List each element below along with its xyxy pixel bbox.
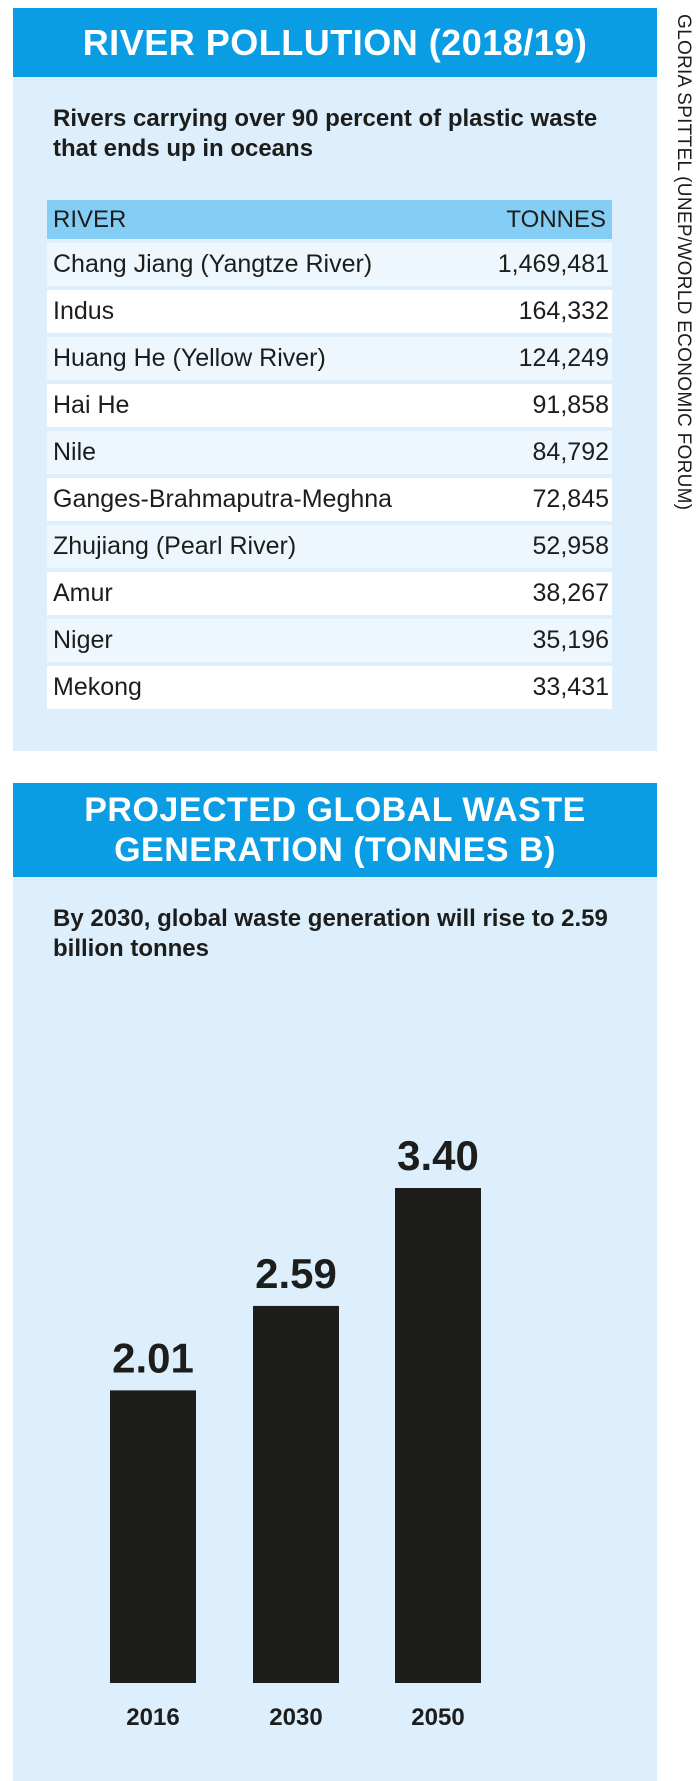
waste-generation-subtitle: By 2030, global waste generation will ri…: [53, 905, 608, 962]
table-row: Hai He 91,858: [47, 384, 612, 427]
x-tick-label: 2050: [411, 1704, 464, 1730]
river-name-cell: Niger: [53, 626, 113, 654]
river-name-cell: Mekong: [53, 673, 142, 701]
tonnes-cell: 91,858: [532, 391, 609, 419]
table-row: Nile 84,792: [47, 431, 612, 474]
river-pollution-subtitle: Rivers carrying over 90 percent of plast…: [53, 105, 598, 162]
column-header-river: RIVER: [53, 206, 127, 233]
river-name-cell: Zhujiang (Pearl River): [53, 532, 297, 560]
river-name-cell: Nile: [53, 438, 97, 466]
tonnes-cell: 164,332: [518, 297, 609, 325]
waste-bar-chart: 2.01 2016 2.59 2030 3.40 2050: [110, 1132, 481, 1730]
column-header-tonnes: TONNES: [506, 206, 606, 233]
bar-value-label: 2.59: [255, 1250, 337, 1297]
river-name-cell: Amur: [53, 579, 113, 607]
bar-value-label: 3.40: [397, 1132, 479, 1179]
river-pollution-header: RIVER POLLUTION (2018/19): [13, 8, 657, 77]
tonnes-cell: 1,469,481: [497, 250, 609, 278]
river-name-cell: Hai He: [53, 391, 130, 419]
river-pollution-title: RIVER POLLUTION (2018/19): [82, 22, 588, 63]
tonnes-cell: 38,267: [532, 579, 609, 607]
tonnes-cell: 52,958: [532, 532, 609, 560]
river-name-cell: Indus: [53, 297, 115, 325]
x-tick-label: 2016: [126, 1704, 179, 1730]
river-name-cell: Huang He (Yellow River): [53, 344, 326, 372]
waste-generation-title-line1: PROJECTED GLOBAL WASTE: [84, 791, 586, 829]
bar-2050: [395, 1188, 481, 1683]
table-row: Huang He (Yellow River) 124,249: [47, 337, 612, 380]
table-row: Indus 164,332: [47, 290, 612, 333]
bar-2030: [253, 1305, 339, 1683]
tonnes-cell: 72,845: [532, 485, 609, 513]
table-row: Niger 35,196: [47, 619, 612, 662]
x-tick-label: 2030: [269, 1704, 322, 1730]
river-name-cell: Ganges-Brahmaputra-Meghna: [53, 485, 393, 513]
table-body: Chang Jiang (Yangtze River) 1,469,481 Indu…: [47, 243, 612, 709]
table-header: RIVER TONNES: [47, 200, 612, 239]
tonnes-cell: 124,249: [518, 344, 609, 372]
table-row: Ganges-Brahmaputra-Meghna 72,845: [47, 478, 612, 521]
waste-generation-header: PROJECTED GLOBAL WASTE GENERATION (TONNE…: [13, 783, 657, 877]
bar-2016: [110, 1390, 196, 1683]
river-name-cell: Chang Jiang (Yangtze River): [53, 250, 373, 278]
table-row: Amur 38,267: [47, 572, 612, 615]
tonnes-cell: 35,196: [532, 626, 609, 654]
table-row: Mekong 33,431: [47, 666, 612, 709]
waste-generation-title-line2: GENERATION (TONNES B): [114, 831, 556, 869]
river-table: RIVER TONNES Chang Jiang (Yangtze River)…: [47, 200, 612, 713]
photo-credit: GLORIA SPITTEL (UNEP/WORLD ECONOMIC FORU…: [673, 14, 694, 511]
bar-value-label: 2.01: [112, 1334, 194, 1381]
tonnes-cell: 33,431: [532, 673, 609, 701]
table-row: Chang Jiang (Yangtze River) 1,469,481: [47, 243, 612, 286]
table-row: Zhujiang (Pearl River) 52,958: [47, 525, 612, 568]
tonnes-cell: 84,792: [532, 438, 609, 466]
